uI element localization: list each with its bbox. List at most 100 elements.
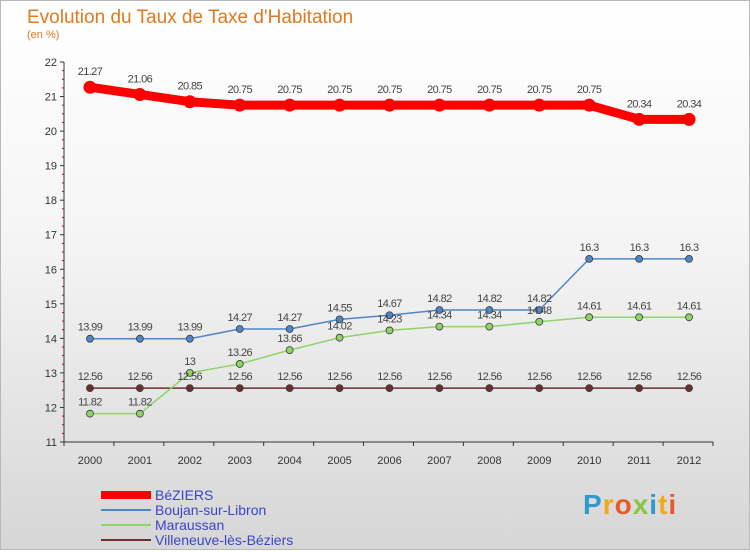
y-tick-label: 15 [45, 299, 57, 311]
data-point-s3-6 [385, 384, 394, 393]
x-tick-label: 2012 [677, 455, 701, 467]
data-point-s2-6 [385, 326, 394, 335]
x-tick-label: 2006 [377, 455, 401, 467]
data-point-s2-11 [635, 313, 644, 322]
data-label-s2-11: 14.61 [627, 300, 652, 312]
x-tick-label: 2010 [577, 455, 601, 467]
data-label-s3-6: 12.56 [377, 371, 402, 383]
data-label-s0-10: 20.75 [577, 84, 602, 96]
data-label-s2-2: 13 [184, 356, 196, 368]
data-label-s2-3: 13.26 [227, 347, 252, 359]
data-point-s3-8 [485, 384, 494, 393]
data-point-s2-1 [135, 409, 144, 418]
data-point-s2-2 [185, 369, 194, 377]
data-label-s1-7: 14.82 [427, 293, 452, 305]
x-tick-label: 2008 [477, 455, 501, 467]
data-point-s0-0 [83, 80, 97, 94]
data-point-s1-11 [635, 255, 644, 263]
data-label-s1-4: 14.27 [277, 312, 302, 324]
y-tick-label: 22 [45, 57, 57, 69]
data-point-s3-10 [585, 384, 594, 393]
y-tick-label: 11 [46, 437, 57, 449]
brand-letter: r [602, 489, 615, 520]
data-point-s3-11 [635, 384, 644, 393]
data-point-s1-9 [535, 306, 544, 314]
data-label-s1-10: 16.3 [580, 242, 599, 254]
data-label-s1-12: 16.3 [680, 242, 699, 254]
data-point-s3-9 [535, 384, 544, 393]
data-point-s1-5 [335, 315, 344, 324]
data-point-s0-8 [482, 98, 496, 112]
legend-swatch-maraussan [101, 524, 151, 526]
legend-swatch-beziers [101, 491, 151, 499]
data-point-s1-0 [86, 334, 94, 343]
data-point-s1-12 [685, 255, 693, 263]
legend-item-beziers: BéZIERS [101, 487, 361, 507]
y-tick-label: 13 [45, 368, 57, 380]
data-label-s0-2: 20.85 [178, 81, 203, 93]
x-tick-label: 2011 [627, 455, 651, 467]
data-point-s1-3 [235, 325, 244, 333]
y-tick-label: 12 [45, 402, 57, 414]
data-point-s3-0 [86, 384, 94, 393]
data-label-s2-12: 14.61 [677, 300, 702, 312]
data-label-s3-9: 12.56 [527, 371, 552, 383]
legend-label-boujan: Boujan-sur-Libron [155, 502, 267, 518]
data-label-s3-5: 12.56 [327, 371, 352, 383]
y-tick-label: 16 [45, 264, 57, 276]
data-label-s2-5: 14.02 [327, 321, 352, 333]
legend-label-beziers: BéZIERS [155, 487, 214, 503]
data-point-s0-5 [333, 98, 347, 112]
data-point-s0-10 [582, 98, 596, 112]
data-point-s1-1 [135, 334, 144, 343]
data-label-s3-1: 12.56 [128, 371, 153, 383]
data-label-s0-1: 21.06 [128, 73, 153, 85]
data-point-s2-3 [235, 360, 244, 368]
data-point-s3-7 [435, 384, 444, 393]
brand-letter: P [583, 489, 603, 520]
legend-swatch-villeneuve [101, 539, 151, 541]
x-tick-label: 2001 [128, 455, 152, 467]
data-label-s3-11: 12.56 [627, 371, 652, 383]
data-point-s1-8 [485, 306, 494, 314]
data-point-s0-9 [532, 98, 546, 112]
x-tick-label: 2000 [78, 455, 102, 467]
data-label-s0-0: 21.27 [78, 66, 103, 78]
x-tick-label: 2004 [277, 455, 301, 467]
data-label-s0-11: 20.34 [627, 98, 652, 110]
data-point-s0-11 [632, 112, 646, 126]
brand-letter: x [632, 489, 650, 520]
brand-letter: i [668, 489, 678, 520]
y-tick-label: 18 [45, 195, 57, 207]
data-point-s1-7 [435, 306, 444, 314]
legend-label-villeneuve: Villeneuve-lès-Béziers [155, 532, 294, 548]
chart-subtitle: (en %) [27, 29, 60, 41]
data-point-s2-0 [86, 409, 94, 418]
legend-swatch-boujan [101, 509, 151, 511]
data-point-s0-12 [682, 112, 696, 126]
data-label-s2-6: 14.23 [377, 313, 402, 325]
data-point-s3-1 [135, 384, 144, 393]
legend-item-maraussan: Maraussan [101, 517, 361, 537]
x-tick-label: 2007 [427, 455, 451, 467]
data-point-s0-3 [233, 98, 247, 112]
data-label-s0-8: 20.75 [477, 84, 502, 96]
data-label-s3-0: 12.56 [78, 371, 103, 383]
data-label-s0-7: 20.75 [427, 84, 452, 96]
y-tick-label: 20 [45, 126, 57, 138]
brand-letter: o [614, 489, 633, 520]
x-tick-label: 2009 [527, 455, 551, 467]
legend-item-villeneuve: Villeneuve-lès-Béziers [101, 532, 361, 552]
brand-letter: t [658, 489, 669, 520]
data-point-s0-1 [133, 87, 147, 101]
x-tick-label: 2005 [327, 455, 351, 467]
data-point-s2-5 [335, 333, 344, 342]
x-tick-label: 2003 [227, 455, 251, 467]
legend-item-boujan: Boujan-sur-Libron [101, 502, 361, 522]
data-point-s0-4 [283, 98, 297, 112]
y-tick-label: 14 [45, 333, 57, 345]
data-point-s1-4 [285, 325, 294, 333]
data-label-s1-0: 13.99 [78, 322, 103, 334]
data-point-s1-10 [585, 255, 594, 263]
